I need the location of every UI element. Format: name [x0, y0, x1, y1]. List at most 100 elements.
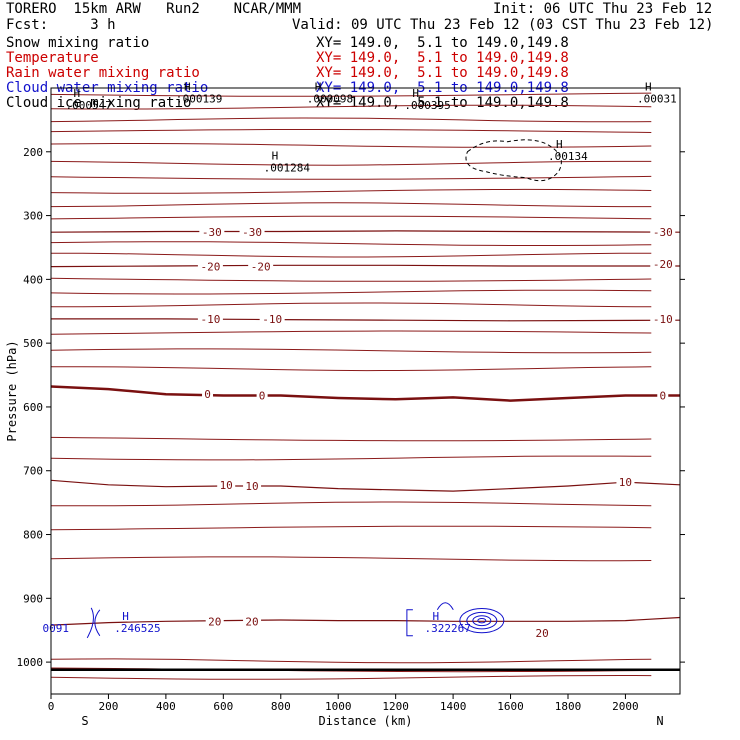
contour-line	[51, 92, 652, 97]
x-tick-label: 1200	[382, 700, 409, 713]
contour-line	[51, 455, 652, 461]
cloud-water-contour	[86, 607, 94, 639]
x-tick-label: 2000	[612, 700, 639, 713]
isotherm-label-bg	[197, 312, 223, 325]
contour-line	[51, 129, 652, 133]
cloud-water-contour	[94, 609, 101, 637]
contour-line	[51, 277, 652, 282]
contour-line	[51, 215, 652, 220]
isotherm-label: 20	[208, 615, 221, 628]
contour-line	[51, 436, 652, 442]
x-tick-label: 1600	[497, 700, 524, 713]
isotherm-label: -30	[202, 226, 222, 239]
x-axis-label: Distance (km)	[319, 714, 413, 728]
isotherm-label-bg	[650, 312, 676, 325]
isotherm-label-bg	[259, 312, 285, 325]
extremum-value: .000547	[65, 99, 111, 112]
extremum-value: .322267	[424, 622, 470, 635]
isotherm-10	[51, 479, 680, 492]
extremum-value: .00134	[548, 150, 588, 163]
y-tick-label: 700	[23, 465, 43, 478]
x-tick-label: 1000	[325, 700, 352, 713]
isotherm-label: -30	[242, 226, 262, 239]
cloud-water-contour	[459, 608, 505, 634]
isotherm-label-bg	[197, 260, 223, 273]
model-title: TORERO 15km ARW Run2 NCAR/MMM	[6, 1, 302, 17]
isotherm-label-bg	[650, 226, 676, 239]
isotherm-label-bg	[650, 258, 676, 271]
isotherm-label-bg	[248, 260, 274, 273]
isotherm-label: 10	[245, 480, 258, 493]
isotherm-label-bg	[205, 615, 224, 628]
isotherm-label: -20	[200, 261, 220, 274]
isotherm-label-bg	[616, 476, 635, 489]
extremum-mark: H	[556, 138, 563, 151]
isotherm-label: 10	[220, 479, 233, 492]
field-xy: XY= 149.0, 5.1 to 149.0,149.8	[316, 95, 569, 111]
isotherm--10	[51, 318, 680, 322]
contour-line	[51, 302, 652, 308]
x-tick-label: 1400	[440, 700, 467, 713]
isotherm-label: 0	[259, 389, 266, 402]
isotherm-label: -30	[653, 226, 673, 239]
contour-line	[51, 330, 652, 335]
contour-line	[51, 658, 652, 664]
isotherm-label-bg	[256, 389, 268, 402]
isotherm-label: -20	[251, 261, 271, 274]
contour-line	[51, 289, 652, 295]
x-tick-label: 0	[48, 700, 55, 713]
cloud-water-contour	[472, 615, 492, 627]
y-tick-label: 400	[23, 273, 43, 286]
extremum-value: 0091	[42, 622, 69, 635]
field-xy: XY= 149.0, 5.1 to 149.0,149.8	[316, 50, 569, 66]
isotherm-label: 0	[659, 389, 666, 402]
isotherm-label-bg	[199, 226, 225, 239]
isotherm-label-bg	[243, 615, 262, 628]
extremum-mark: H	[73, 87, 80, 100]
contour-line	[51, 188, 652, 194]
isotherm-0	[51, 385, 680, 402]
contour-line	[51, 366, 652, 372]
init-time: Init: 06 UTC Thu 23 Feb 12	[493, 1, 713, 17]
isotherm-label-bg	[243, 480, 262, 493]
extremum-mark: H	[272, 149, 279, 162]
contour-line	[51, 501, 652, 507]
x-tick-label: 600	[213, 700, 233, 713]
isotherm--30	[51, 230, 680, 233]
contour-line	[51, 674, 652, 680]
isotherm-label-bg	[202, 388, 214, 401]
contour-line	[51, 202, 652, 208]
cloud-ice-contour	[465, 139, 562, 182]
y-axis-label: Pressure (hPa)	[5, 340, 19, 441]
y-tick-label: 1000	[17, 656, 44, 669]
extremum-mark: H	[412, 87, 419, 100]
extremum-value: .000098	[307, 92, 353, 105]
y-tick-label: 200	[23, 146, 43, 159]
forecast-hour: Fcst: 3 h	[6, 17, 116, 33]
isotherm-label: 20	[536, 627, 549, 640]
isotherm-label: 0	[204, 388, 211, 401]
field-name: Cloud ice mixing ratio	[6, 95, 192, 111]
cloud-water-contour	[406, 609, 413, 637]
x-tick-label: 200	[99, 700, 119, 713]
cloud-water-contour	[436, 602, 454, 611]
contour-line	[51, 525, 652, 531]
x-tick-label: 400	[156, 700, 176, 713]
isotherm-label: -10	[653, 313, 673, 326]
y-tick-label: 600	[23, 401, 43, 414]
x-tick-label: 800	[271, 700, 291, 713]
isotherm-label: -10	[200, 313, 220, 326]
x-tick-label: 1800	[555, 700, 582, 713]
extremum-value: .001284	[264, 161, 311, 174]
y-tick-label: 300	[23, 210, 43, 223]
isotherm-label-bg	[217, 478, 236, 491]
contour-line	[51, 252, 652, 258]
extremum-mark: H	[645, 80, 652, 93]
plot-frame	[50, 87, 681, 695]
extremum-mark: H	[315, 80, 322, 93]
contour-line	[51, 104, 652, 110]
extremum-value: .00031	[637, 92, 677, 105]
contour-line	[51, 117, 652, 123]
contour-line	[51, 241, 652, 246]
